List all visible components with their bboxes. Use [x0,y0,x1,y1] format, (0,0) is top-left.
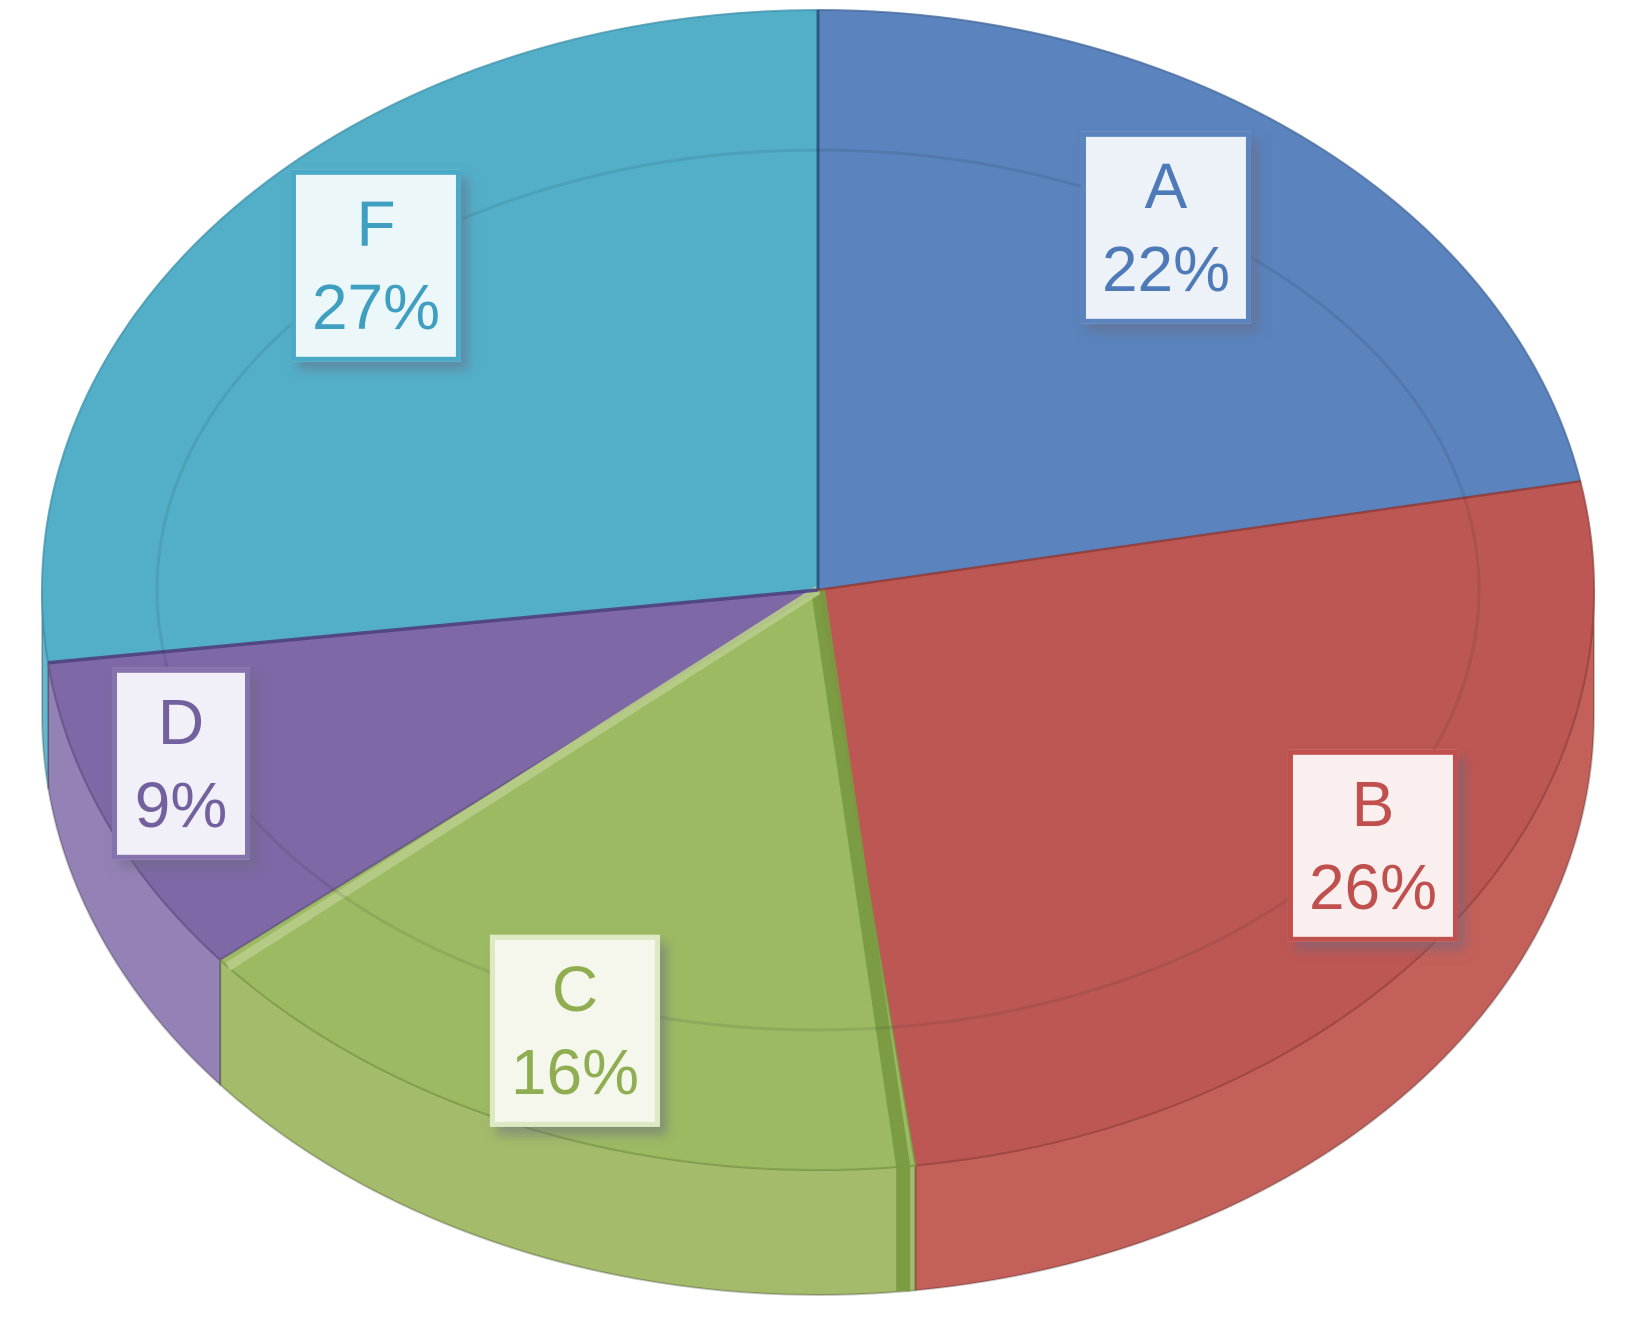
slice-label-D[interactable]: D 9% [112,667,250,861]
slice-label-letter: D [157,685,205,758]
slice-label-F[interactable]: F 27% [290,169,462,363]
bevel-inset-arc [155,148,1481,1032]
slice-label-percent: 22% [1101,233,1231,305]
slice-edge-highlight [817,480,1581,592]
slice-label-letter: C [551,952,599,1025]
slice-label-letter: F [356,187,396,260]
slice-edge-highlight [225,586,821,971]
slice-label-B[interactable]: B 26% [1287,749,1459,943]
slice-label-percent: 26% [1308,851,1438,923]
slice-label-A[interactable]: A 22% [1080,131,1252,325]
slice-label-letter: A [1144,149,1188,222]
slice-label-letter: B [1351,767,1395,840]
slice-edge-highlight [811,588,911,1168]
slice-label-percent: 16% [510,1036,640,1108]
slice-label-percent: 9% [134,769,228,841]
slice-label-percent: 27% [311,271,441,343]
slice-edge-highlight [47,588,819,665]
pie-slice-C[interactable] [219,589,917,1171]
slice-label-C[interactable]: C 16% [489,934,661,1128]
